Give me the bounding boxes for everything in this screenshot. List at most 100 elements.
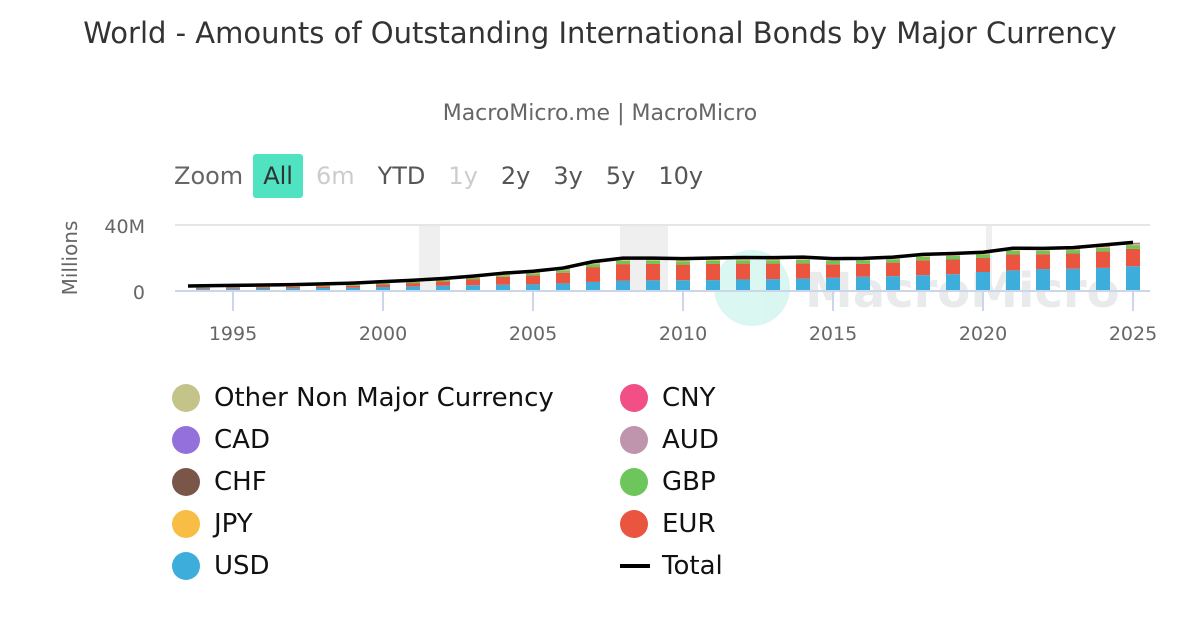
bar-jpy — [886, 258, 900, 260]
legend-dot-icon — [620, 510, 648, 538]
y-tick-label: 40M — [104, 216, 145, 238]
legend: Other Non Major Currency CNY CAD AUD CHF GBP J… — [172, 380, 872, 584]
bar-usd — [286, 288, 300, 291]
bar-eur — [946, 259, 960, 275]
bar-usd — [1096, 267, 1110, 291]
bar-jpy — [616, 259, 630, 261]
chart-title: World - Amounts of Outstanding Internati… — [83, 16, 1117, 50]
zoom-3y-button[interactable]: 3y — [553, 162, 583, 190]
bar-usd — [346, 287, 360, 291]
bar-aud — [1096, 246, 1110, 248]
zoom-10y-button[interactable]: 10y — [658, 162, 704, 190]
bar-eur — [226, 287, 240, 289]
zoom-2y-button[interactable]: 2y — [500, 162, 531, 190]
bar-eur — [496, 276, 510, 285]
bar-gbp — [496, 275, 510, 277]
legend-dot-icon — [620, 426, 648, 454]
legend-label: CHF — [214, 467, 267, 497]
legend-item-gbp[interactable]: GBP — [620, 464, 870, 500]
bar-gbp — [376, 283, 390, 285]
bar-usd — [1006, 270, 1020, 291]
bar-jpy — [736, 259, 750, 261]
legend-item-eur[interactable]: EUR — [620, 506, 870, 542]
bar-eur — [556, 272, 570, 284]
legend-label: CAD — [214, 425, 270, 455]
zoom-selector: Zoom All 6m YTD 1y 2y 3y 5y 10y — [174, 154, 716, 198]
bar-eur — [766, 263, 780, 280]
bar-jpy — [826, 260, 840, 261]
zoom-ytd-button[interactable]: YTD — [377, 162, 426, 190]
bar-eur — [736, 263, 750, 280]
legend-item-cny[interactable]: CNY — [620, 380, 870, 416]
bar-gbp — [976, 254, 990, 258]
bar-eur — [316, 286, 330, 289]
legend-dot-icon — [172, 552, 200, 580]
bar-usd — [946, 274, 960, 291]
legend-dot-icon — [172, 510, 200, 538]
legend-item-total[interactable]: Total — [620, 548, 870, 584]
legend-item-jpy[interactable]: JPY — [172, 506, 620, 542]
bar-eur — [676, 264, 690, 281]
bar-gbp — [1066, 250, 1080, 254]
bar-eur — [256, 287, 270, 289]
bar-jpy — [676, 260, 690, 262]
x-tick-label: 2005 — [509, 323, 557, 345]
bar-eur — [376, 284, 390, 288]
zoom-label: Zoom — [174, 162, 244, 190]
zoom-all-button[interactable]: All — [253, 154, 303, 198]
bar-gbp — [436, 279, 450, 282]
legend-item-usd[interactable]: USD — [172, 548, 620, 584]
legend-label: Other Non Major Currency — [214, 383, 554, 413]
bar-eur — [796, 263, 810, 279]
bar-aud — [1126, 243, 1140, 245]
zoom-6m-button: 6m — [315, 162, 355, 190]
chart-subtitle: MacroMicro.me | MacroMicro — [442, 101, 758, 126]
bar-usd — [496, 284, 510, 291]
legend-dot-icon — [172, 426, 200, 454]
x-tick-label: 2010 — [659, 323, 707, 345]
bar-gbp — [586, 264, 600, 268]
bar-usd — [586, 281, 600, 291]
bar-usd — [376, 287, 390, 291]
zoom-5y-button[interactable]: 5y — [605, 162, 636, 190]
bar-gbp — [706, 260, 720, 264]
bar-usd — [1126, 266, 1140, 291]
legend-item-chf[interactable]: CHF — [172, 464, 620, 500]
bar-eur — [1006, 254, 1020, 271]
bar-gbp — [406, 281, 420, 284]
bar-eur — [856, 263, 870, 277]
legend-label: JPY — [214, 509, 253, 539]
bar-eur — [916, 260, 930, 276]
legend-label: Total — [662, 551, 723, 581]
bar-gbp — [346, 284, 360, 286]
legend-item-other-non-major-currency[interactable]: Other Non Major Currency — [172, 380, 620, 416]
bar-jpy — [1096, 247, 1110, 248]
bar-usd — [406, 286, 420, 291]
legend-item-cad[interactable]: CAD — [172, 422, 620, 458]
bar-gbp — [526, 273, 540, 276]
bar-jpy — [1006, 250, 1020, 251]
bar-jpy — [706, 259, 720, 261]
bar-gbp — [466, 277, 480, 280]
bar-gbp — [616, 260, 630, 265]
legend-label: EUR — [662, 509, 716, 539]
y-axis-title: Millions — [58, 221, 82, 296]
legend-line-icon — [620, 564, 650, 568]
bar-eur — [886, 262, 900, 277]
bar-usd — [916, 275, 930, 291]
bar-gbp — [736, 260, 750, 264]
bar-usd — [796, 278, 810, 291]
bar-eur — [196, 287, 210, 289]
bar-usd — [706, 280, 720, 291]
bar-eur — [286, 286, 300, 289]
bar-eur — [706, 263, 720, 281]
bar-eur — [826, 264, 840, 278]
legend-item-aud[interactable]: AUD — [620, 422, 870, 458]
bar-eur — [976, 258, 990, 273]
x-tick-label: 2020 — [959, 323, 1007, 345]
bar-jpy — [946, 255, 960, 257]
bar-gbp — [766, 260, 780, 264]
x-tick-label: 2015 — [809, 323, 857, 345]
bar-gbp — [856, 260, 870, 264]
bar-eur — [616, 264, 630, 281]
